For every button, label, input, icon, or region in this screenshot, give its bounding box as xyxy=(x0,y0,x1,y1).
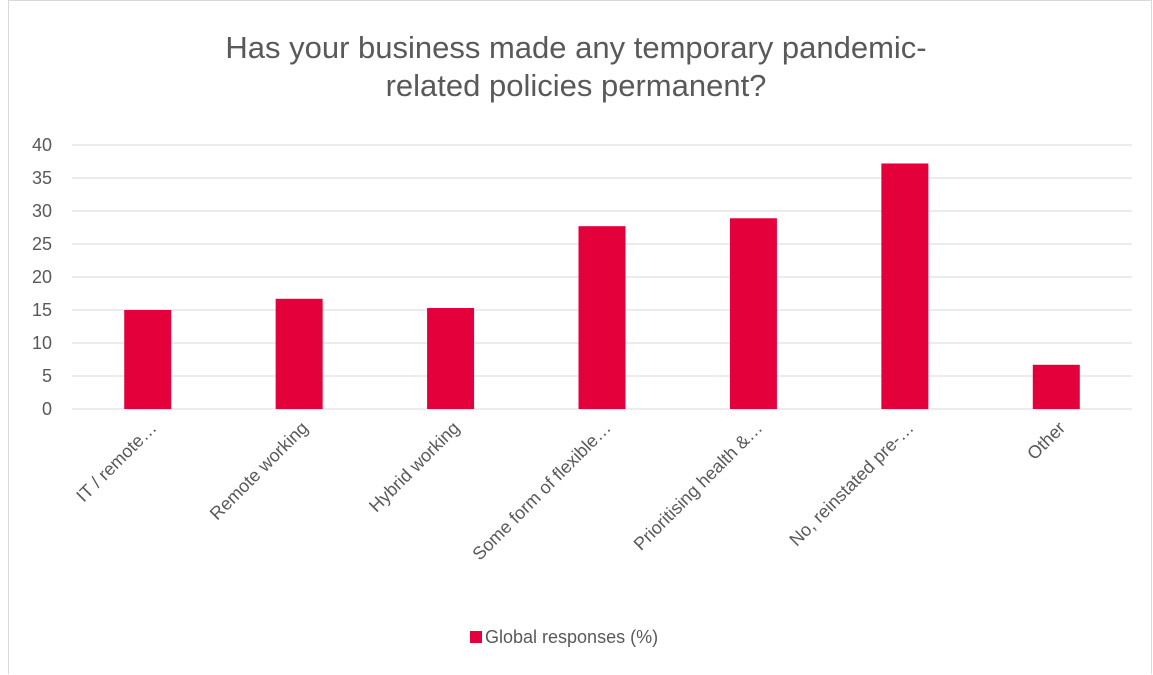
bar xyxy=(578,226,626,409)
y-tick-label: 30 xyxy=(32,201,52,221)
x-tick-label: Prioritising health &… xyxy=(630,418,767,555)
x-tick-label: Other xyxy=(1023,418,1069,464)
bar xyxy=(275,298,323,409)
y-axis-tick-labels: 0 5 10 15 20 25 30 35 40 xyxy=(32,135,52,419)
bar xyxy=(427,308,475,409)
x-tick-label: Some form of flexible… xyxy=(468,418,614,564)
y-tick-label: 0 xyxy=(42,399,52,419)
y-tick-label: 20 xyxy=(32,267,52,287)
y-tick-label: 35 xyxy=(32,168,52,188)
x-tick-label: No, reinstated pre-… xyxy=(785,418,917,550)
bar xyxy=(881,163,929,409)
bar xyxy=(124,310,172,409)
bar xyxy=(729,218,777,409)
y-tick-label: 10 xyxy=(32,333,52,353)
chart-title-line-2: related policies permanent? xyxy=(386,68,767,103)
x-tick-label: Remote working xyxy=(206,418,312,524)
bar xyxy=(1032,364,1080,409)
x-tick-label: IT / remote… xyxy=(72,418,160,506)
chart-title-line-1: Has your business made any temporary pan… xyxy=(225,30,926,65)
legend: Global responses (%) xyxy=(470,627,658,647)
y-tick-label: 25 xyxy=(32,234,52,254)
x-axis-tick-labels: IT / remote… Remote working Hybrid working… xyxy=(72,418,1069,564)
chart-title: Has your business made any temporary pan… xyxy=(225,30,926,103)
y-tick-label: 15 xyxy=(32,300,52,320)
legend-label: Global responses (%) xyxy=(485,627,658,647)
y-tick-label: 5 xyxy=(42,366,52,386)
y-tick-label: 40 xyxy=(32,135,52,155)
bar-series xyxy=(124,163,1080,409)
x-tick-label: Hybrid working xyxy=(365,418,463,516)
legend-swatch xyxy=(470,631,482,643)
